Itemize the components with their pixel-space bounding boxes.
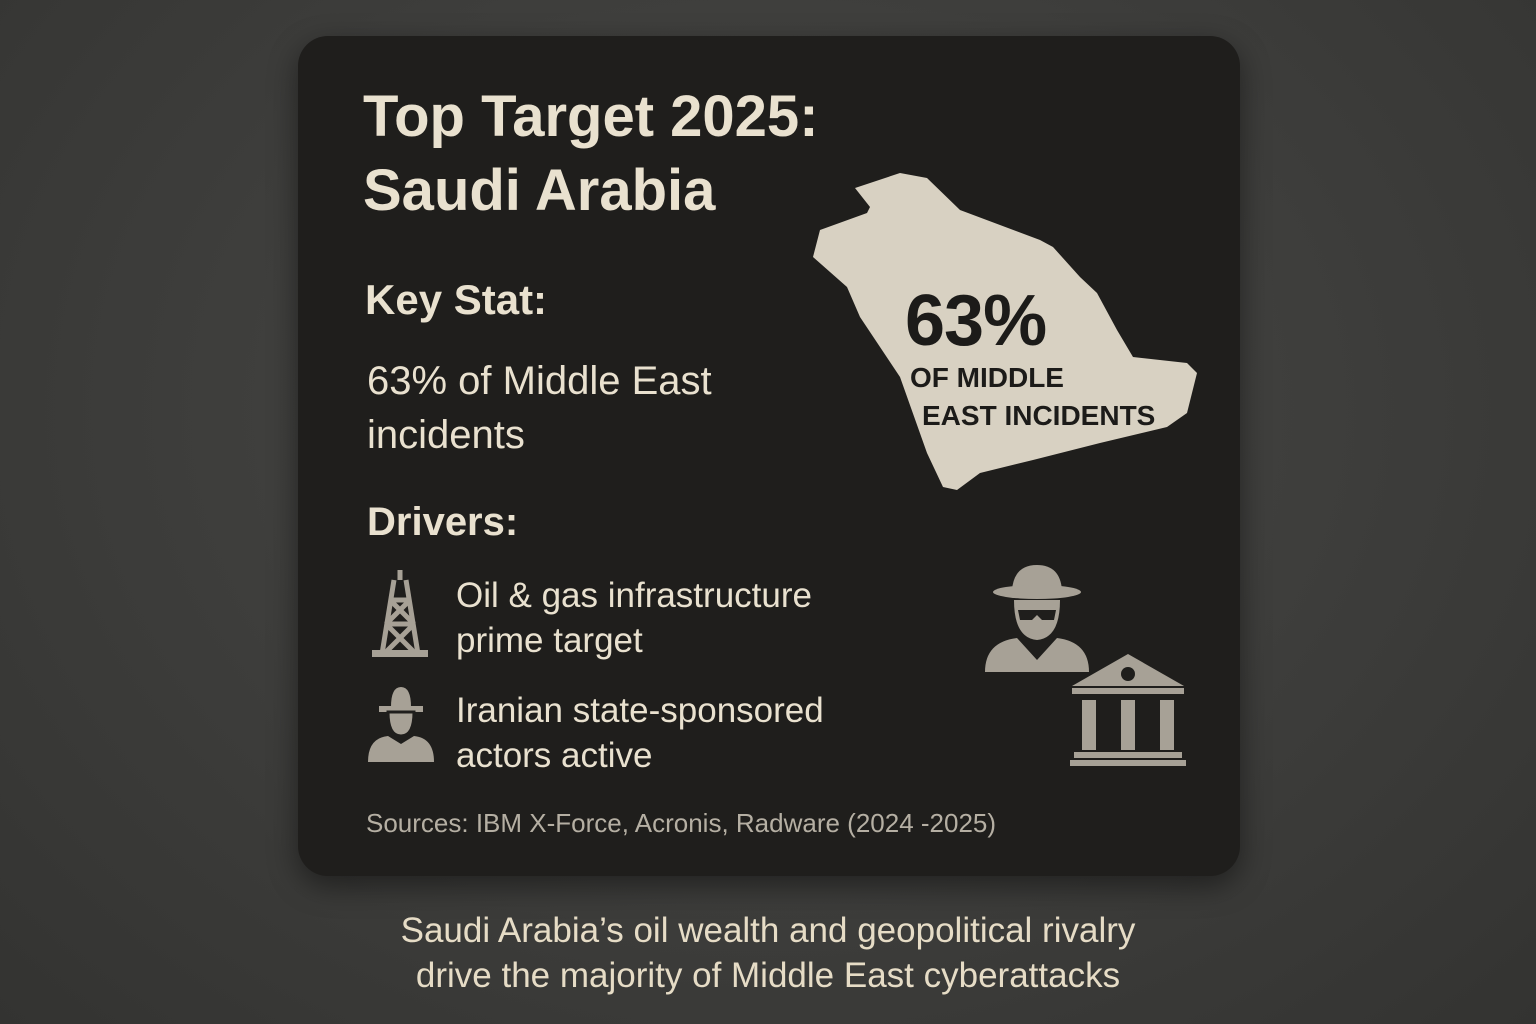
hat-person-icon xyxy=(368,687,434,762)
map-percent: 63% xyxy=(905,281,1047,361)
driver-item: Oil & gas infrastructure prime target xyxy=(456,573,812,663)
driver-line-1: Iranian state-sponsored xyxy=(456,691,824,730)
key-stat-line-2: incidents xyxy=(367,413,525,457)
driver-line-2: prime target xyxy=(456,621,643,660)
key-stat-line-1: 63% of Middle East xyxy=(367,359,712,403)
drivers-heading: Drivers: xyxy=(367,500,519,544)
driver-line-1: Oil & gas infrastructure xyxy=(456,576,812,615)
government-building-icon xyxy=(1070,654,1186,766)
caption-line-1: Saudi Arabia’s oil wealth and geopolitic… xyxy=(400,911,1136,950)
sources-text: Sources: IBM X-Force, Acronis, Radware (… xyxy=(366,808,997,838)
key-stat-heading: Key Stat: xyxy=(365,276,548,323)
map-label-line-2: EAST INCIDENTS xyxy=(922,400,1156,431)
oil-derrick-icon xyxy=(372,570,428,657)
caption: Saudi Arabia’s oil wealth and geopolitic… xyxy=(0,908,1536,998)
title-line-1: Top Target 2025: xyxy=(363,84,819,149)
key-stat-text: 63% of Middle East incidents xyxy=(367,354,712,462)
driver-line-2: actors active xyxy=(456,736,653,775)
spy-icon xyxy=(985,565,1089,672)
map-label-line-1: OF MIDDLE xyxy=(910,362,1064,393)
caption-line-2: drive the majority of Middle East cybera… xyxy=(415,956,1121,995)
driver-item: Iranian state-sponsored actors active xyxy=(456,688,824,778)
title-line-2: Saudi Arabia xyxy=(363,158,716,223)
infographic-card: Top Target 2025: Saudi Arabia Key Stat: … xyxy=(298,36,1240,876)
card-title: Top Target 2025: Saudi Arabia xyxy=(363,80,819,228)
